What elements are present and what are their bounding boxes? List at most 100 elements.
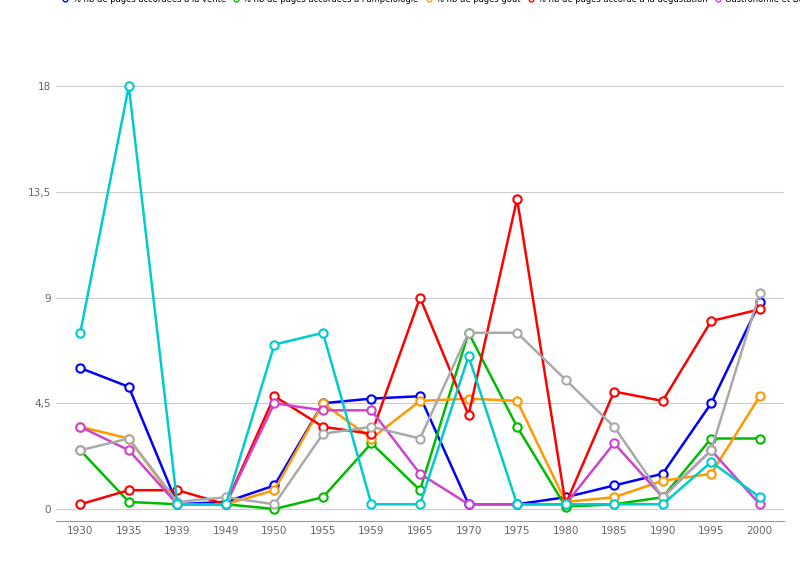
Gastronomie et Bourgogne	[658, 494, 667, 501]
% amateurs	[270, 501, 279, 508]
% amateurs	[221, 494, 230, 501]
% nb de pages goût	[415, 397, 425, 404]
% nb de pages accordées à la vente	[658, 470, 667, 477]
% amateurs	[755, 289, 765, 296]
% nb de pages goût	[221, 501, 230, 508]
Line: % nb de pages accordé à la dégustation: % nb de pages accordé à la dégustation	[76, 195, 764, 508]
% nb de pages accordées à l'ampelologie	[658, 494, 667, 501]
% nb de pages accordées à la vente	[561, 494, 570, 501]
Line: Gastronomie et Bourgogne: Gastronomie et Bourgogne	[76, 399, 764, 508]
% nb de pages goût	[610, 494, 619, 501]
% nb de pages accordées à la vente	[415, 393, 425, 400]
Gastronomie et Bourgogne	[124, 447, 134, 454]
Line: % nb de pages accordées à la vente: % nb de pages accordées à la vente	[76, 298, 764, 508]
% nb de pages accordées à la politique	[706, 458, 716, 465]
% nb de pages accordées à l'ampelologie	[75, 447, 85, 454]
% nb de pages goût	[464, 395, 474, 402]
% nb de pages accordées à la politique	[221, 501, 230, 508]
Gastronomie et Bourgogne	[75, 423, 85, 430]
% nb de pages accordées à la politique	[415, 501, 425, 508]
% nb de pages accordées à l'ampelologie	[610, 501, 619, 508]
% amateurs	[173, 499, 182, 505]
% nb de pages goût	[658, 477, 667, 484]
% nb de pages accordées à la vente	[366, 395, 376, 402]
% nb de pages accordées à la vente	[124, 383, 134, 390]
% nb de pages accordées à la vente	[318, 400, 328, 406]
% nb de pages accordées à la vente	[706, 400, 716, 406]
% nb de pages accordées à l'ampelologie	[561, 503, 570, 510]
Gastronomie et Bourgogne	[366, 407, 376, 414]
% nb de pages accordées à la vente	[512, 501, 522, 508]
Gastronomie et Bourgogne	[755, 501, 765, 508]
% nb de pages goût	[173, 501, 182, 508]
Gastronomie et Bourgogne	[464, 501, 474, 508]
% nb de pages goût	[270, 487, 279, 494]
% nb de pages goût	[561, 499, 570, 505]
% amateurs	[415, 435, 425, 442]
% nb de pages goût	[706, 470, 716, 477]
% nb de pages accordées à la politique	[124, 83, 134, 89]
% nb de pages accordées à la vente	[755, 299, 765, 306]
% nb de pages goût	[755, 393, 765, 400]
% nb de pages accordées à la politique	[755, 494, 765, 501]
% nb de pages accordé à la dégustation	[318, 423, 328, 430]
Gastronomie et Bourgogne	[512, 501, 522, 508]
% nb de pages accordées à l'ampelologie	[366, 440, 376, 447]
% nb de pages accordées à la vente	[173, 501, 182, 508]
% amateurs	[75, 447, 85, 454]
Gastronomie et Bourgogne	[318, 407, 328, 414]
% nb de pages accordé à la dégustation	[75, 501, 85, 508]
Line: % nb de pages accordées à l'ampelologie: % nb de pages accordées à l'ampelologie	[76, 329, 764, 513]
Gastronomie et Bourgogne	[706, 447, 716, 454]
% nb de pages accordées à la politique	[270, 341, 279, 348]
% nb de pages accordées à l'ampelologie	[706, 435, 716, 442]
% nb de pages accordé à la dégustation	[610, 388, 619, 395]
% amateurs	[658, 494, 667, 501]
Line: % nb de pages goût: % nb de pages goût	[76, 392, 764, 508]
% nb de pages accordé à la dégustation	[658, 397, 667, 404]
Legend: % nb de pages accordées à la vente, % nb de pages accordées à l'ampelologie, % n: % nb de pages accordées à la vente, % nb…	[60, 0, 800, 3]
Gastronomie et Bourgogne	[270, 400, 279, 406]
% nb de pages accordé à la dégustation	[221, 501, 230, 508]
Line: % amateurs: % amateurs	[76, 289, 764, 508]
% nb de pages accordé à la dégustation	[270, 393, 279, 400]
% nb de pages accordé à la dégustation	[755, 306, 765, 312]
% nb de pages accordé à la dégustation	[512, 195, 522, 202]
Gastronomie et Bourgogne	[610, 440, 619, 447]
% nb de pages goût	[366, 435, 376, 442]
Gastronomie et Bourgogne	[415, 470, 425, 477]
% nb de pages goût	[124, 435, 134, 442]
% nb de pages accordé à la dégustation	[464, 411, 474, 418]
% nb de pages accordées à la politique	[464, 353, 474, 360]
Gastronomie et Bourgogne	[173, 501, 182, 508]
% nb de pages accordées à la vente	[270, 482, 279, 489]
% nb de pages accordé à la dégustation	[124, 487, 134, 494]
Gastronomie et Bourgogne	[561, 501, 570, 508]
% nb de pages accordées à l'ampelologie	[221, 501, 230, 508]
% nb de pages accordées à l'ampelologie	[755, 435, 765, 442]
% nb de pages accordées à la politique	[318, 329, 328, 336]
% amateurs	[464, 329, 474, 336]
% nb de pages accordées à la vente	[610, 482, 619, 489]
% amateurs	[124, 435, 134, 442]
% nb de pages accordées à la politique	[75, 329, 85, 336]
% nb de pages accordées à l'ampelologie	[464, 329, 474, 336]
% nb de pages accordées à l'ampelologie	[512, 423, 522, 430]
% amateurs	[318, 430, 328, 437]
% amateurs	[706, 447, 716, 454]
% nb de pages accordé à la dégustation	[706, 318, 716, 324]
% nb de pages accordées à la vente	[75, 365, 85, 371]
% nb de pages accordé à la dégustation	[366, 430, 376, 437]
% nb de pages goût	[75, 423, 85, 430]
% nb de pages accordées à la politique	[658, 501, 667, 508]
% amateurs	[610, 423, 619, 430]
% nb de pages accordées à la politique	[173, 501, 182, 508]
% nb de pages accordées à la politique	[561, 501, 570, 508]
% nb de pages accordées à l'ampelologie	[124, 499, 134, 505]
% nb de pages accordées à la politique	[512, 501, 522, 508]
% nb de pages accordées à la politique	[610, 501, 619, 508]
% nb de pages accordées à l'ampelologie	[173, 501, 182, 508]
% nb de pages accordées à l'ampelologie	[415, 487, 425, 494]
% nb de pages accordé à la dégustation	[173, 487, 182, 494]
Gastronomie et Bourgogne	[221, 501, 230, 508]
